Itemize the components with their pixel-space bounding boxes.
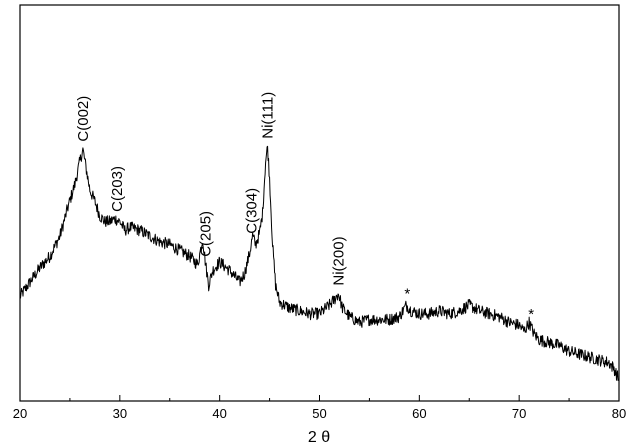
peak-label: Ni(111) [260,92,277,139]
peak-label: C(002) [75,96,92,142]
x-tick-label: 30 [113,406,127,421]
series-layer [19,145,620,382]
xrd-series-line [19,145,620,382]
x-tick-label: 20 [13,406,27,421]
x-tick-label: 40 [212,406,226,421]
peak-label: C(203) [109,166,126,212]
x-axis-ticks: 20 30 40 50 60 70 80 [13,395,626,421]
impurity-marker: * [404,285,410,302]
x-tick-label: 60 [412,406,426,421]
peak-label: C(205) [198,211,215,257]
x-tick-label: 80 [612,406,626,421]
impurity-marker: * [528,306,534,323]
peak-label: Ni(200) [330,236,347,285]
x-axis-label: 2 θ [308,429,330,445]
x-tick-label: 70 [512,406,526,421]
peak-label: C(304) [244,188,261,234]
x-tick-label: 50 [312,406,326,421]
annotation-layer: C(002) C(203) C(205) C(304) Ni(111) Ni(200) * * [75,92,534,323]
